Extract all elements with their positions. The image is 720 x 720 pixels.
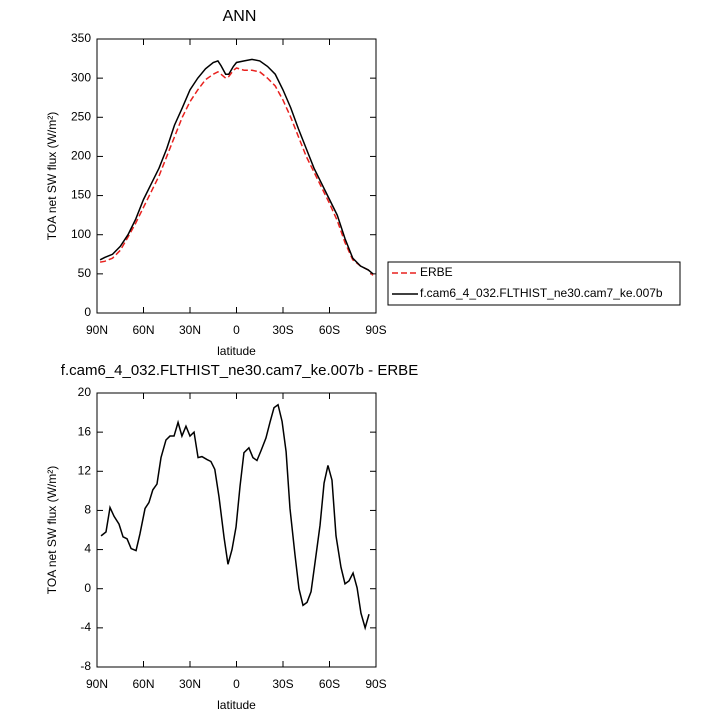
x-tick-label: 90N: [86, 323, 108, 337]
y-tick-label: 0: [84, 581, 91, 595]
plot-frame: [96, 38, 377, 314]
x-tick-label: 60N: [132, 677, 154, 691]
data-line: [99, 67, 374, 276]
legend-box: [387, 261, 681, 306]
y-tick-label: 12: [78, 463, 92, 477]
legend-label: f.cam6_4_032.FLTHIST_ne30.cam7_ke.007b: [420, 286, 663, 300]
x-tick-label: 60S: [319, 677, 340, 691]
x-axis-label: latitude: [217, 698, 256, 712]
y-tick-label: 4: [84, 542, 91, 556]
y-tick-label: 16: [78, 424, 92, 438]
y-axis-label: TOA net SW flux (W/m²): [45, 466, 59, 594]
x-tick-label: 60N: [132, 323, 154, 337]
chart-title: ANN: [223, 8, 257, 25]
y-tick-label: -4: [80, 620, 91, 634]
chart-title: f.cam6_4_032.FLTHIST_ne30.cam7_ke.007b -…: [61, 362, 418, 379]
x-tick-label: 30S: [272, 677, 293, 691]
data-line: [100, 403, 370, 631]
y-tick-label: -8: [80, 659, 91, 673]
x-tick-label: 90N: [86, 677, 108, 691]
data-line: [99, 58, 374, 275]
x-tick-label: 30N: [179, 677, 201, 691]
x-axis-label: latitude: [217, 344, 256, 358]
y-tick-label: 0: [84, 305, 91, 319]
plot-frame: [96, 392, 377, 668]
x-tick-label: 90S: [365, 323, 386, 337]
y-tick-label: 150: [71, 188, 91, 202]
y-tick-label: 200: [71, 149, 91, 163]
x-tick-label: 0: [233, 323, 240, 337]
x-tick-label: 90S: [365, 677, 386, 691]
x-tick-label: 60S: [319, 323, 340, 337]
y-tick-label: 8: [84, 503, 91, 517]
y-axis-label: TOA net SW flux (W/m²): [45, 112, 59, 240]
x-tick-label: 0: [233, 677, 240, 691]
x-tick-label: 30S: [272, 323, 293, 337]
y-tick-label: 300: [71, 70, 91, 84]
y-tick-label: 20: [78, 385, 92, 399]
y-tick-label: 250: [71, 109, 91, 123]
x-tick-label: 30N: [179, 323, 201, 337]
y-tick-label: 350: [71, 31, 91, 45]
y-tick-label: 50: [78, 266, 92, 280]
y-tick-label: 100: [71, 227, 91, 241]
legend-label: ERBE: [420, 265, 453, 279]
